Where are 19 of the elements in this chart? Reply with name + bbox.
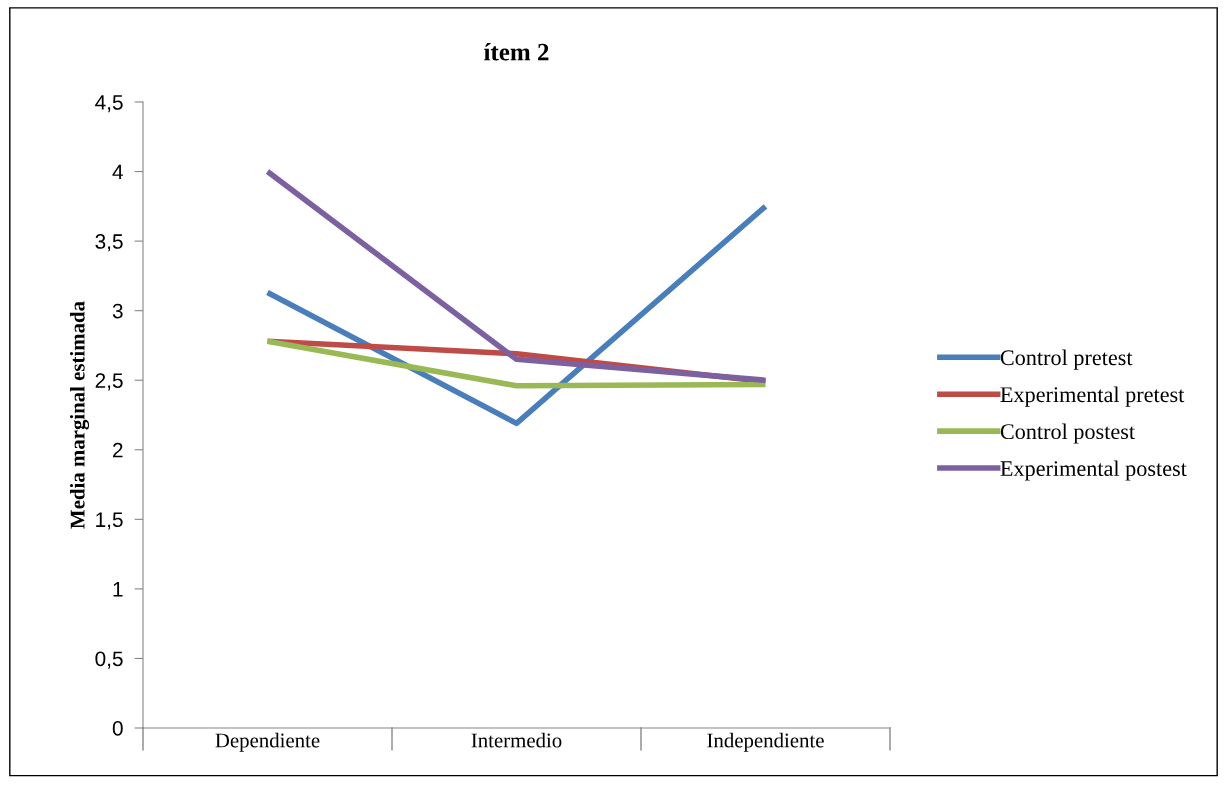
y-tick-label: 0 — [112, 721, 123, 736]
y-tick-label: 4,5 — [95, 95, 123, 113]
y-tick-label: 3,5 — [95, 234, 123, 252]
y-tick-label: 1 — [113, 582, 123, 597]
legend-label: Experimental pretest — [1000, 386, 1185, 407]
y-axis-title: Media marginal estimada — [69, 301, 90, 529]
legend-label: Control pretest — [1000, 349, 1133, 370]
chart-title: ítem 2 — [484, 42, 549, 61]
x-tick-label: Intermedio — [471, 732, 562, 748]
legend-label: Experimental postest — [1000, 460, 1187, 481]
y-tick-label: 1,5 — [96, 512, 123, 530]
y-tick-label: 4 — [112, 164, 123, 180]
y-tick-label: 0,5 — [95, 651, 123, 669]
x-tick-label: Dependiente — [215, 732, 320, 752]
legend-label: Control postest — [1000, 423, 1135, 444]
y-tick-label: 3 — [112, 303, 123, 319]
x-tick-label: Independiente — [707, 732, 824, 752]
y-tick-label: 2,5 — [95, 373, 123, 391]
y-tick-label: 2 — [113, 442, 123, 458]
